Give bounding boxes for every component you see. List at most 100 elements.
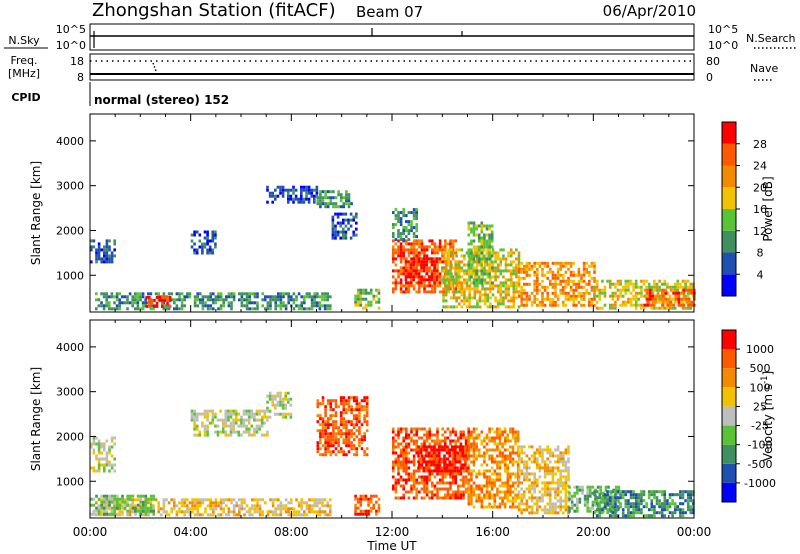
data-cell xyxy=(541,493,544,497)
data-cell xyxy=(546,297,549,301)
data-cell xyxy=(284,403,287,407)
data-cell xyxy=(449,475,452,479)
data-cell xyxy=(499,248,503,252)
data-cell xyxy=(572,282,575,286)
data-cell xyxy=(499,284,503,288)
data-cell xyxy=(483,454,486,458)
data-cell xyxy=(350,429,353,433)
data-cell xyxy=(232,424,235,428)
data-cell xyxy=(232,510,236,514)
data-cell xyxy=(530,264,534,268)
data-cell xyxy=(240,292,244,296)
data-cell xyxy=(102,292,106,296)
data-cell xyxy=(493,484,497,488)
data-cell xyxy=(619,282,622,286)
data-cell xyxy=(394,208,398,212)
data-cell xyxy=(516,493,520,497)
data-cell xyxy=(448,466,451,470)
data-cell xyxy=(569,285,573,289)
data-cell xyxy=(100,498,103,502)
data-cell xyxy=(551,300,555,304)
data-cell xyxy=(284,507,288,511)
data-cell xyxy=(209,304,212,308)
data-cell xyxy=(511,472,515,476)
data-cell xyxy=(436,496,439,500)
data-cell xyxy=(444,281,447,285)
data-cell xyxy=(451,460,454,464)
data-cell xyxy=(428,490,431,494)
data-cell xyxy=(154,292,158,296)
data-cell xyxy=(520,508,523,512)
data-cell xyxy=(590,297,594,301)
data-cell xyxy=(449,269,452,273)
data-cell xyxy=(247,433,251,437)
data-cell xyxy=(499,281,503,285)
data-cell xyxy=(504,278,508,282)
data-cell xyxy=(673,285,677,289)
x-tick-label: 16:00 xyxy=(475,525,510,539)
data-cell xyxy=(496,257,500,261)
data-cell xyxy=(573,503,576,507)
data-cell xyxy=(573,491,576,495)
data-cell xyxy=(302,200,306,204)
data-cell xyxy=(444,278,448,282)
data-cell xyxy=(496,445,499,449)
data-cell xyxy=(221,430,225,434)
data-cell xyxy=(214,412,217,416)
data-cell xyxy=(441,496,444,500)
data-cell xyxy=(647,282,651,286)
data-cell xyxy=(509,472,512,476)
data-cell xyxy=(287,510,290,514)
data-cell xyxy=(454,481,457,485)
data-cell xyxy=(300,197,303,201)
data-cell xyxy=(90,245,93,249)
data-cell xyxy=(490,251,494,255)
data-cell xyxy=(444,287,448,291)
data-cell xyxy=(588,297,591,301)
data-cell xyxy=(425,484,429,488)
data-cell xyxy=(92,239,96,243)
data-cell xyxy=(585,288,588,292)
data-cell xyxy=(97,460,101,464)
data-cell xyxy=(452,266,456,270)
data-cell xyxy=(488,239,491,243)
x-tick-label: 08:00 xyxy=(274,525,309,539)
data-cell xyxy=(227,301,231,305)
data-cell xyxy=(405,460,408,464)
data-cell xyxy=(326,441,330,445)
nsky-panel xyxy=(89,23,695,51)
data-cell xyxy=(402,266,405,270)
data-cell xyxy=(503,430,507,434)
data-cell xyxy=(595,490,599,494)
data-cell xyxy=(369,509,373,513)
data-cell xyxy=(319,423,322,427)
data-cell xyxy=(392,226,395,230)
data-cell xyxy=(463,281,466,285)
data-cell xyxy=(321,396,325,400)
data-cell xyxy=(591,491,595,495)
data-cell xyxy=(139,494,142,498)
data-cell xyxy=(392,254,395,258)
data-cell xyxy=(355,450,359,454)
data-cell xyxy=(520,270,523,274)
data-cell xyxy=(409,272,413,276)
data-cell xyxy=(556,499,560,503)
data-cell xyxy=(321,426,325,430)
data-cell xyxy=(575,294,578,298)
data-cell xyxy=(397,457,400,461)
data-cell xyxy=(601,511,604,515)
data-cell xyxy=(520,303,523,307)
data-cell xyxy=(279,191,282,195)
data-cell xyxy=(214,298,218,302)
data-cell xyxy=(292,188,295,192)
data-cell xyxy=(253,433,256,437)
data-cell xyxy=(405,451,408,455)
data-cell xyxy=(594,500,597,504)
data-cell xyxy=(397,269,400,273)
data-cell xyxy=(349,236,353,240)
data-cell xyxy=(268,194,272,198)
data-cell xyxy=(572,294,575,298)
data-cell xyxy=(148,295,151,299)
data-cell xyxy=(490,460,494,464)
